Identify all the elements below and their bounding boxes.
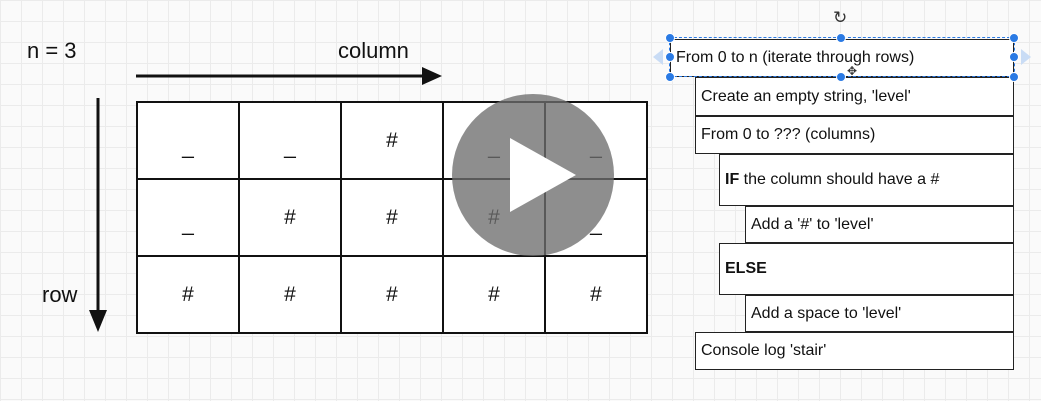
grid-cell: _ — [240, 103, 342, 180]
grid-cell: # — [342, 180, 444, 257]
resize-handle[interactable] — [665, 52, 675, 62]
resize-handle[interactable] — [1009, 33, 1019, 43]
column-arrow-icon — [136, 67, 442, 85]
resize-handle[interactable] — [665, 33, 675, 43]
flow-step-if[interactable]: IF the column should have a # — [719, 154, 1014, 206]
resize-handle[interactable] — [836, 72, 846, 82]
grid-cell: # — [342, 103, 444, 180]
grid-cell: # — [546, 257, 648, 334]
else-keyword: ELSE — [725, 260, 767, 277]
n-label: n = 3 — [27, 38, 77, 63]
grid-cell: # — [342, 257, 444, 334]
grid-cell: _ — [138, 180, 240, 257]
grid-cell: # — [138, 257, 240, 334]
flow-step-console-log[interactable]: Console log 'stair' — [695, 332, 1014, 370]
if-keyword: IF — [725, 171, 740, 188]
column-axis-label: column — [338, 38, 409, 63]
rotate-icon[interactable]: ↻ — [833, 8, 848, 27]
connect-arrow-left-icon[interactable] — [653, 49, 663, 65]
play-icon — [510, 138, 576, 212]
resize-handle[interactable] — [1009, 52, 1019, 62]
grid-cell: # — [240, 257, 342, 334]
move-icon: ✥ — [847, 64, 858, 78]
resize-handle[interactable] — [1009, 72, 1019, 82]
connect-arrow-right-icon[interactable] — [1021, 49, 1031, 65]
flow-step-add-space[interactable]: Add a space to 'level' — [745, 295, 1014, 332]
play-button[interactable] — [452, 94, 614, 256]
grid-cell: _ — [138, 103, 240, 180]
flow-step-else[interactable]: ELSE — [719, 243, 1014, 295]
resize-handle[interactable] — [665, 72, 675, 82]
grid-cell: # — [240, 180, 342, 257]
row-axis-label: row — [42, 282, 78, 307]
if-condition: the column should have a # — [739, 171, 940, 188]
flow-step-add-hash[interactable]: Add a '#' to 'level' — [745, 206, 1014, 243]
flow-step-create-level[interactable]: Create an empty string, 'level' — [695, 77, 1014, 116]
row-arrow-icon — [89, 98, 107, 332]
flow-step-iterate-columns[interactable]: From 0 to ??? (columns) — [695, 116, 1014, 154]
grid-cell: # — [444, 257, 546, 334]
resize-handle[interactable] — [836, 33, 846, 43]
